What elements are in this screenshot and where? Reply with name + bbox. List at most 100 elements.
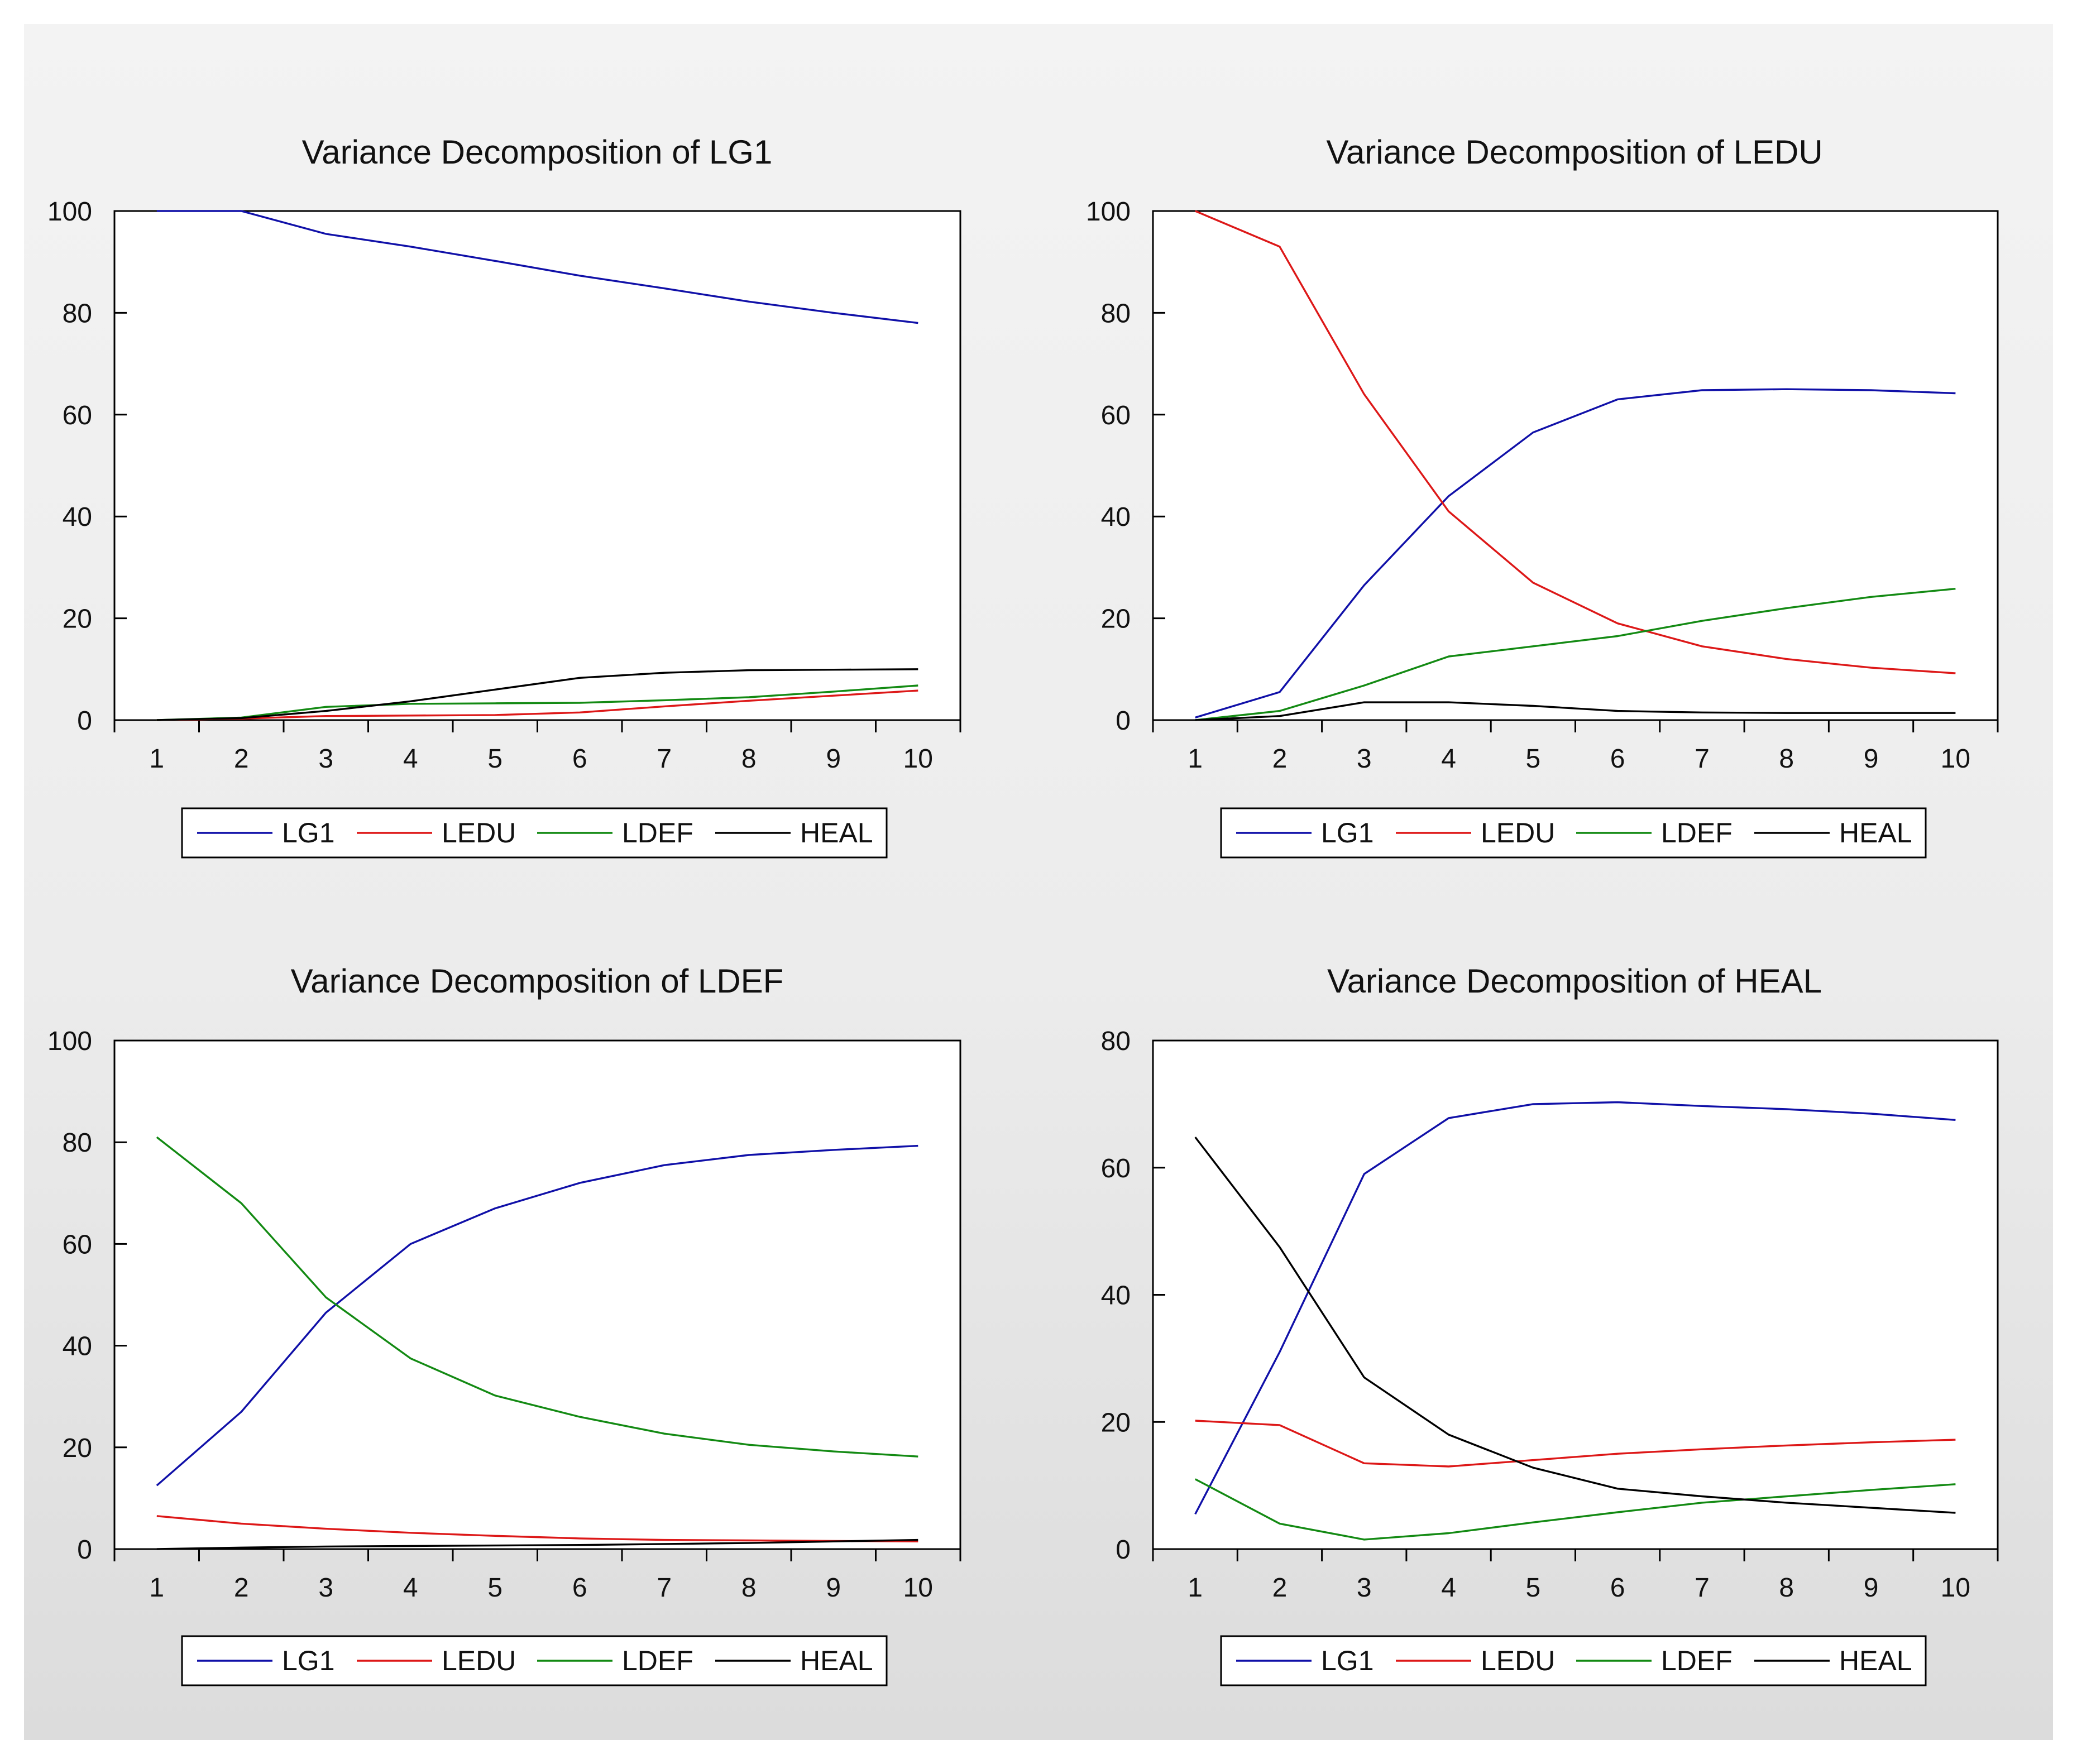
legend-label-heal: HEAL bbox=[800, 817, 873, 849]
legend-label-ledu: LEDU bbox=[442, 817, 516, 849]
x-tick-label: 4 bbox=[1441, 1573, 1456, 1603]
legend-label-ldef: LDEF bbox=[622, 817, 693, 849]
series-line-heal bbox=[156, 1538, 918, 1550]
series-line-ldef bbox=[1195, 588, 1956, 721]
chart-title: Variance Decomposition of HEAL bbox=[1327, 962, 1822, 1000]
x-tick-label: 9 bbox=[1864, 1573, 1879, 1603]
legend-label-ldef: LDEF bbox=[1661, 1645, 1733, 1676]
series-line-ldef bbox=[1194, 1478, 1956, 1541]
y-tick-label: 40 bbox=[63, 1332, 92, 1362]
legend: LG1 LEDU LDEF HEAL bbox=[1220, 1635, 1927, 1686]
x-tick-label: 8 bbox=[741, 744, 757, 774]
y-tick-label: 80 bbox=[63, 299, 92, 328]
y-tick-label: 0 bbox=[77, 706, 92, 736]
legend-label-lg1: LG1 bbox=[1321, 1645, 1374, 1676]
x-tick-label: 2 bbox=[234, 1573, 249, 1603]
plot-area bbox=[1152, 210, 1999, 721]
plot-area bbox=[113, 1039, 961, 1550]
y-tick-label: 0 bbox=[77, 1535, 92, 1565]
y-tick-label: 20 bbox=[1101, 605, 1131, 634]
x-tick-label: 7 bbox=[657, 1573, 672, 1603]
legend-label-lg1: LG1 bbox=[1321, 817, 1374, 849]
x-tick-label: 9 bbox=[826, 1573, 841, 1603]
x-tick-label: 10 bbox=[903, 744, 933, 774]
y-tick-label: 40 bbox=[1101, 1281, 1131, 1311]
series-line-ledu bbox=[1195, 210, 1956, 674]
x-tick-label: 4 bbox=[1441, 744, 1456, 774]
y-tick-label: 0 bbox=[1116, 706, 1131, 736]
y-tick-label: 80 bbox=[1101, 1027, 1131, 1056]
plot-area bbox=[113, 210, 961, 721]
chart-1: Variance Decomposition of LG1 0 20 40 60 80 10… bbox=[47, 133, 961, 859]
series-line-ledu bbox=[156, 689, 918, 721]
legend-label-lg1: LG1 bbox=[282, 1645, 335, 1676]
y-tick-label: 100 bbox=[47, 197, 92, 227]
x-tick-label: 10 bbox=[903, 1573, 933, 1603]
x-tick-label: 5 bbox=[487, 744, 502, 774]
x-tick-label: 6 bbox=[1610, 744, 1625, 774]
legend-label-heal: HEAL bbox=[1839, 1645, 1912, 1676]
y-tick-label: 40 bbox=[1101, 502, 1131, 532]
x-tick-label: 1 bbox=[149, 744, 164, 774]
plot-area bbox=[1152, 1039, 1999, 1550]
chart-2: Variance Decomposition of LEDU 0 20 40 60 80 1… bbox=[1086, 133, 1999, 859]
y-tick-label: 0 bbox=[1116, 1535, 1131, 1565]
x-tick-label: 4 bbox=[403, 1573, 418, 1603]
x-tick-label: 7 bbox=[1695, 744, 1710, 774]
x-tick-label: 7 bbox=[1695, 1573, 1710, 1603]
x-tick-label: 9 bbox=[826, 744, 841, 774]
x-tick-label: 5 bbox=[1525, 744, 1540, 774]
x-tick-label: 8 bbox=[1779, 1573, 1794, 1603]
y-tick-label: 100 bbox=[47, 1027, 92, 1056]
legend-label-ldef: LDEF bbox=[1661, 817, 1733, 849]
chart-4: Variance Decomposition of HEAL 0 20 40 60 80 1… bbox=[1101, 962, 1999, 1686]
y-tick-label: 20 bbox=[63, 1434, 92, 1463]
chart-3: Variance Decomposition of LDEF 0 20 40 60 80 1… bbox=[47, 962, 961, 1686]
series-line-ledu bbox=[1195, 1420, 1956, 1468]
legend-label-heal: HEAL bbox=[800, 1645, 873, 1676]
y-tick-label: 20 bbox=[1101, 1408, 1131, 1437]
y-tick-label: 60 bbox=[63, 401, 92, 430]
y-tick-label: 100 bbox=[1086, 197, 1131, 227]
series-line-lg1 bbox=[156, 1144, 918, 1487]
legend: LG1 LEDU LDEF HEAL bbox=[181, 1635, 888, 1686]
y-tick-label: 60 bbox=[1101, 1154, 1131, 1183]
series-line-lg1 bbox=[1194, 1101, 1956, 1515]
legend-label-heal: HEAL bbox=[1839, 817, 1912, 849]
legend-label-ldef: LDEF bbox=[622, 1645, 693, 1676]
series-line-ldef bbox=[156, 1136, 918, 1458]
x-tick-label: 8 bbox=[1779, 744, 1794, 774]
legend: LG1 LEDU LDEF HEAL bbox=[181, 807, 888, 859]
x-tick-label: 3 bbox=[1357, 1573, 1372, 1603]
chart-title: Variance Decomposition of LEDU bbox=[1326, 133, 1822, 171]
y-tick-label: 20 bbox=[63, 605, 92, 634]
legend-label-ledu: LEDU bbox=[442, 1645, 516, 1676]
series-line-heal bbox=[156, 668, 918, 721]
series-line-ldef bbox=[156, 684, 918, 721]
legend: LG1 LEDU LDEF HEAL bbox=[1220, 807, 1927, 859]
x-tick-label: 6 bbox=[572, 744, 587, 774]
x-tick-label: 10 bbox=[1941, 1573, 1970, 1603]
x-tick-label: 7 bbox=[657, 744, 672, 774]
x-tick-label: 5 bbox=[487, 1573, 502, 1603]
x-tick-label: 1 bbox=[1188, 1573, 1203, 1603]
x-tick-label: 3 bbox=[318, 1573, 333, 1603]
series-line-heal bbox=[1195, 701, 1956, 721]
x-tick-label: 9 bbox=[1864, 744, 1879, 774]
x-tick-label: 1 bbox=[149, 1573, 164, 1603]
x-tick-label: 10 bbox=[1941, 744, 1970, 774]
y-tick-label: 40 bbox=[63, 502, 92, 532]
series-line-heal bbox=[1194, 1137, 1956, 1514]
x-tick-label: 2 bbox=[1272, 1573, 1288, 1603]
x-tick-label: 2 bbox=[234, 744, 249, 774]
x-tick-label: 4 bbox=[403, 744, 418, 774]
x-tick-label: 3 bbox=[1357, 744, 1372, 774]
y-tick-label: 80 bbox=[63, 1128, 92, 1158]
series-line-ledu bbox=[156, 1515, 918, 1543]
x-tick-label: 1 bbox=[1188, 744, 1203, 774]
chart-title: Variance Decomposition of LDEF bbox=[291, 962, 784, 1000]
y-tick-label: 80 bbox=[1101, 299, 1131, 328]
x-tick-label: 3 bbox=[318, 744, 333, 774]
y-tick-label: 60 bbox=[1101, 401, 1131, 430]
